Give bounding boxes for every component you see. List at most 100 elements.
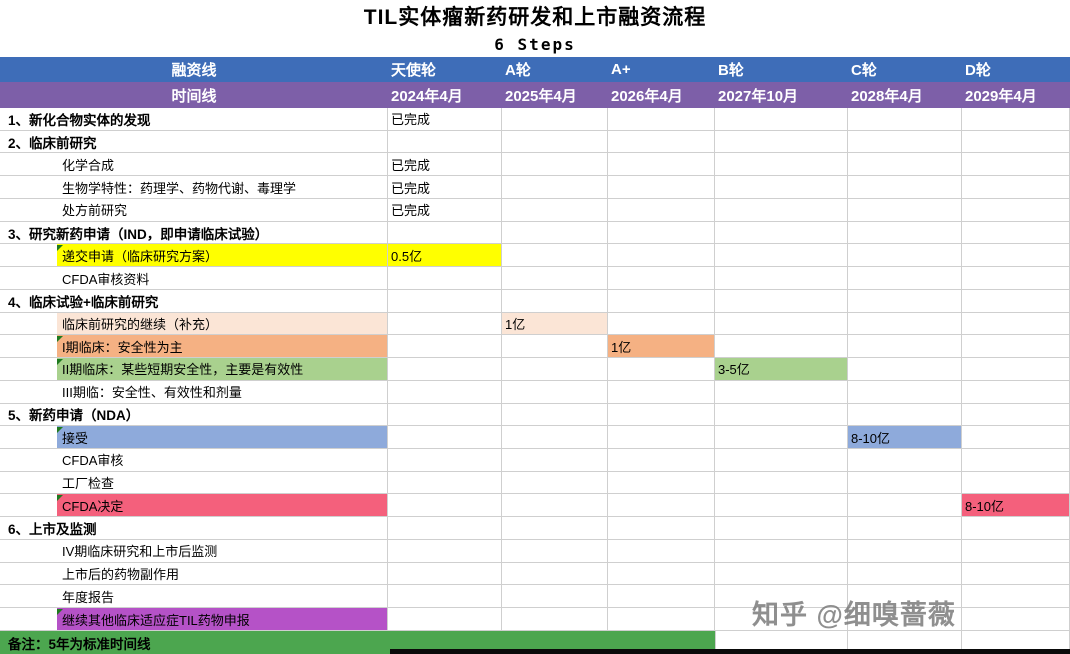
row-label-cell[interactable]: 继续其他临床适应症TIL药物申报 — [0, 608, 388, 630]
value-cell[interactable] — [608, 449, 715, 471]
row-label-cell[interactable]: 生物学特性：药理学、药物代谢、毒理学 — [0, 176, 388, 198]
value-cell[interactable] — [608, 289, 715, 312]
value-cell[interactable] — [848, 585, 962, 608]
value-cell[interactable] — [608, 130, 715, 153]
value-cell[interactable] — [715, 517, 848, 539]
value-cell[interactable] — [962, 380, 1070, 403]
footer-empty-cell[interactable] — [715, 631, 848, 654]
value-cell[interactable] — [388, 380, 502, 403]
round-header-5[interactable]: D轮 — [965, 62, 991, 79]
row-label-cell[interactable]: 处方前研究 — [0, 198, 388, 221]
value-cell[interactable] — [848, 539, 962, 562]
row-label-cell[interactable]: III期临：安全性、有效性和剂量 — [0, 380, 388, 403]
value-cell[interactable] — [848, 449, 962, 471]
value-cell[interactable] — [608, 585, 715, 608]
value-cell[interactable] — [502, 426, 608, 449]
value-cell[interactable] — [962, 130, 1070, 153]
value-cell[interactable] — [608, 471, 715, 494]
value-cell[interactable] — [848, 289, 962, 312]
value-cell[interactable] — [502, 335, 608, 358]
value-cell[interactable] — [848, 380, 962, 403]
value-cell[interactable] — [715, 449, 848, 471]
value-cell[interactable] — [715, 108, 848, 130]
value-cell[interactable] — [962, 198, 1070, 221]
value-cell[interactable] — [388, 585, 502, 608]
row-label-cell[interactable]: CFDA审核资料 — [0, 267, 388, 289]
row-label-cell[interactable]: 5、新药申请（NDA） — [0, 403, 388, 426]
value-cell[interactable] — [608, 608, 715, 630]
value-cell[interactable] — [608, 312, 715, 335]
value-cell[interactable]: 已完成 — [388, 153, 502, 176]
value-cell[interactable] — [388, 426, 502, 449]
value-cell[interactable] — [715, 494, 848, 517]
value-cell[interactable] — [388, 494, 502, 517]
value-cell[interactable]: 已完成 — [388, 176, 502, 198]
value-cell[interactable] — [388, 221, 502, 244]
row-label-cell[interactable]: 工厂检查 — [0, 471, 388, 494]
value-cell[interactable] — [715, 562, 848, 585]
value-cell[interactable] — [848, 198, 962, 221]
value-cell[interactable] — [502, 267, 608, 289]
value-cell[interactable] — [388, 312, 502, 335]
value-cell[interactable] — [962, 176, 1070, 198]
value-cell[interactable] — [848, 221, 962, 244]
value-cell[interactable] — [388, 562, 502, 585]
value-cell[interactable] — [608, 562, 715, 585]
value-cell[interactable] — [608, 176, 715, 198]
row-label-cell[interactable]: IV期临床研究和上市后监测 — [0, 539, 388, 562]
value-cell[interactable]: 1亿 — [608, 335, 715, 358]
date-header-4[interactable]: 2028年4月 — [851, 87, 923, 105]
value-cell[interactable] — [962, 562, 1070, 585]
value-cell[interactable] — [715, 244, 848, 267]
value-cell[interactable] — [715, 176, 848, 198]
date-header-0[interactable]: 2024年4月 — [391, 87, 463, 105]
value-cell[interactable] — [715, 471, 848, 494]
value-cell[interactable]: 3-5亿 — [715, 358, 848, 380]
footer-empty-cell[interactable] — [848, 631, 962, 654]
value-cell[interactable] — [608, 267, 715, 289]
value-cell[interactable] — [962, 585, 1070, 608]
row-label-cell[interactable]: CFDA决定 — [0, 494, 388, 517]
value-cell[interactable] — [962, 517, 1070, 539]
value-cell[interactable]: 8-10亿 — [848, 426, 962, 449]
value-cell[interactable] — [608, 494, 715, 517]
value-cell[interactable] — [715, 585, 848, 608]
value-cell[interactable] — [608, 380, 715, 403]
value-cell[interactable] — [502, 608, 608, 630]
value-cell[interactable] — [388, 608, 502, 630]
date-header-1[interactable]: 2025年4月 — [505, 87, 577, 105]
value-cell[interactable] — [848, 608, 962, 630]
value-cell[interactable] — [848, 130, 962, 153]
value-cell[interactable] — [608, 539, 715, 562]
row-label-cell[interactable]: 4、临床试验+临床前研究 — [0, 289, 388, 312]
value-cell[interactable] — [388, 517, 502, 539]
value-cell[interactable] — [502, 517, 608, 539]
value-cell[interactable] — [715, 130, 848, 153]
value-cell[interactable] — [962, 358, 1070, 380]
value-cell[interactable] — [848, 108, 962, 130]
timeline-header[interactable]: 时间线 — [171, 87, 217, 105]
date-header-5[interactable]: 2029年4月 — [965, 87, 1037, 105]
value-cell[interactable] — [502, 562, 608, 585]
value-cell[interactable] — [848, 471, 962, 494]
value-cell[interactable] — [502, 449, 608, 471]
value-cell[interactable] — [502, 153, 608, 176]
value-cell[interactable] — [608, 198, 715, 221]
value-cell[interactable] — [608, 153, 715, 176]
value-cell[interactable] — [962, 267, 1070, 289]
value-cell[interactable] — [962, 335, 1070, 358]
value-cell[interactable]: 已完成 — [388, 198, 502, 221]
row-label-cell[interactable]: 递交申请（临床研究方案） — [0, 244, 388, 267]
row-label-cell[interactable]: 2、临床前研究 — [0, 130, 388, 153]
row-label-cell[interactable]: 3、研究新药申请（IND，即申请临床试验） — [0, 221, 388, 244]
value-cell[interactable] — [848, 267, 962, 289]
value-cell[interactable] — [962, 403, 1070, 426]
row-label-cell[interactable]: CFDA审核 — [0, 449, 388, 471]
value-cell[interactable] — [848, 494, 962, 517]
value-cell[interactable] — [608, 358, 715, 380]
row-label-cell[interactable]: 6、上市及监测 — [0, 517, 388, 539]
value-cell[interactable] — [848, 244, 962, 267]
value-cell[interactable] — [502, 585, 608, 608]
value-cell[interactable] — [715, 198, 848, 221]
round-header-3[interactable]: B轮 — [718, 62, 744, 79]
